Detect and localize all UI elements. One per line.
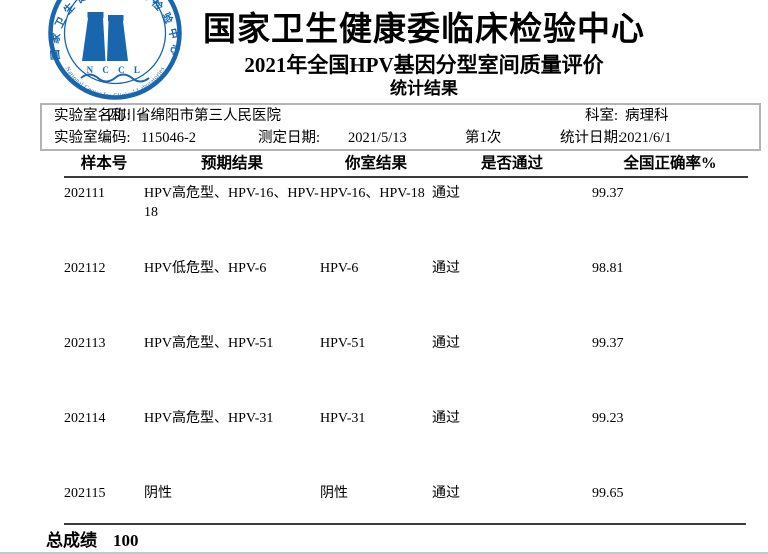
- cell-pass-status: 通过: [432, 186, 460, 201]
- cell-sample-number: 202112: [64, 261, 106, 276]
- table-row: 202112 HPV低危型、HPV-6 HPV-6 通过 98.81: [64, 253, 748, 328]
- cell-national-rate: 99.65: [592, 486, 624, 501]
- department-value: 病理科: [625, 108, 669, 124]
- cell-expected-result: HPV低危型、HPV-6: [144, 261, 267, 276]
- stat-date-label: 统计日期:: [560, 130, 623, 146]
- test-date-label: 测定日期:: [258, 130, 321, 146]
- column-header-sample: 样本号: [64, 151, 144, 178]
- cell-lab-result: 阴性: [320, 486, 348, 501]
- cell-sample-number: 202111: [64, 186, 105, 201]
- cell-pass-status: 通过: [432, 486, 460, 501]
- lab-name-value: 四川省绵阳市第三人民医院: [107, 108, 281, 124]
- results-header-row: 样本号 预期结果 你室结果 是否通过 全国正确率%: [64, 151, 748, 178]
- cell-expected-result: HPV高危型、HPV-16、HPV-18: [144, 186, 319, 220]
- nccl-logo-icon: 国家卫生健康委临床检验中心 National Center for Clinic…: [48, 0, 182, 100]
- cell-expected-result: HPV高危型、HPV-31: [144, 411, 274, 426]
- lab-info-row-2: 实验室编码: 115046-2 测定日期: 2021/5/13 第1次 统计日期…: [42, 127, 759, 149]
- report-subtitle-2: 统计结果: [390, 79, 458, 98]
- logo-inner-ring: [63, 0, 167, 85]
- total-score-row: 总成绩 100: [46, 530, 139, 552]
- beaker-towers-icon: [82, 12, 128, 61]
- report-header: 国家卫生健康委临床检验中心 2021年全国HPV基因分型室间质量评价 统计结果: [84, 8, 764, 100]
- logo-wave-icon: [80, 73, 150, 83]
- column-header-passed: 是否通过: [432, 151, 592, 178]
- cell-pass-status: 通过: [432, 411, 460, 426]
- report-subtitle: 2021年全国HPV基因分型室间质量评价: [244, 53, 604, 77]
- cell-lab-result: HPV-6: [320, 261, 359, 276]
- cell-lab-result: HPV-31: [320, 411, 366, 426]
- org-title: 国家卫生健康委临床检验中心: [203, 12, 645, 48]
- cell-sample-number: 202114: [64, 411, 106, 426]
- cell-lab-result: HPV-16、HPV-18: [320, 186, 425, 201]
- lab-info-row-1: 实验室名称: 四川省绵阳市第三人民医院 科室: 病理科: [42, 105, 759, 127]
- attempt-number: 第1次: [465, 130, 502, 146]
- column-header-reported: 你室结果: [320, 151, 432, 178]
- table-row: 202115 阴性 阴性 通过 99.65: [64, 478, 748, 553]
- cell-sample-number: 202115: [64, 486, 106, 501]
- cell-pass-status: 通过: [432, 261, 460, 276]
- cell-national-rate: 99.23: [592, 411, 624, 426]
- table-row: 202113 HPV高危型、HPV-51 HPV-51 通过 99.37: [64, 328, 748, 403]
- stat-date-value: 2021/6/1: [620, 130, 672, 146]
- lab-info-box: 实验室名称: 四川省绵阳市第三人民医院 科室: 病理科 实验室编码: 11504…: [40, 103, 761, 151]
- cell-pass-status: 通过: [432, 336, 460, 351]
- column-header-expected: 预期结果: [144, 151, 320, 178]
- cell-expected-result: 阴性: [144, 486, 172, 501]
- lab-code-value: 115046-2: [141, 130, 197, 146]
- total-score-label: 总成绩: [46, 531, 97, 550]
- table-row: 202114 HPV高危型、HPV-31 HPV-31 通过 99.23: [64, 403, 748, 478]
- lab-code-label: 实验室编码:: [54, 130, 131, 146]
- cell-sample-number: 202113: [64, 336, 106, 351]
- total-score-value: 100: [113, 531, 139, 550]
- test-date-value: 2021/5/13: [348, 130, 407, 146]
- cell-expected-result: HPV高危型、HPV-51: [144, 336, 274, 351]
- cell-national-rate: 99.37: [592, 336, 624, 351]
- logo-initials: N C C L: [87, 65, 144, 75]
- cell-lab-result: HPV-51: [320, 336, 366, 351]
- column-header-national-rate: 全国正确率%: [592, 151, 748, 178]
- cell-national-rate: 99.37: [592, 186, 624, 201]
- total-score-divider: [64, 523, 746, 525]
- table-row: 202111 HPV高危型、HPV-16、HPV-18 HPV-16、HPV-1…: [64, 177, 748, 253]
- department-label: 科室:: [585, 108, 619, 124]
- cell-national-rate: 98.81: [592, 261, 624, 276]
- results-table: 样本号 预期结果 你室结果 是否通过 全国正确率% 202111 HPV高危型、…: [64, 151, 748, 553]
- window-bottom-edge: [0, 552, 768, 554]
- lab-name-label: 实验室名称:: [54, 108, 131, 124]
